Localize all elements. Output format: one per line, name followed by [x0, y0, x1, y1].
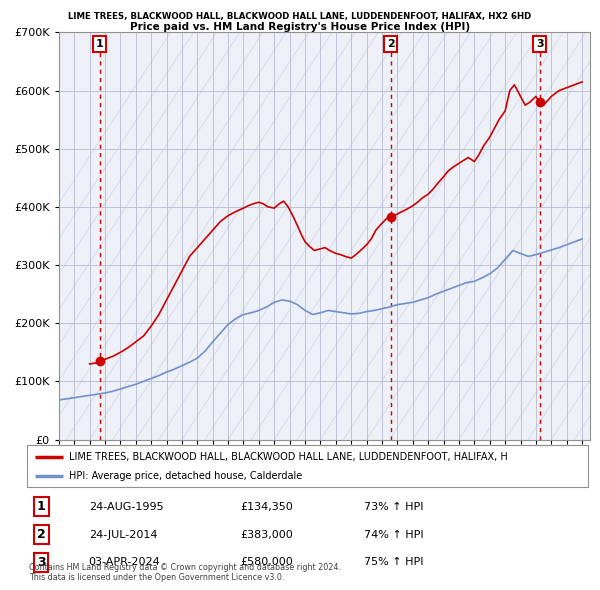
FancyBboxPatch shape [27, 445, 588, 487]
Text: 03-APR-2024: 03-APR-2024 [89, 558, 160, 568]
Text: 3: 3 [536, 39, 544, 49]
Text: LIME TREES, BLACKWOOD HALL, BLACKWOOD HALL LANE, LUDDENDENFOOT, HALIFAX, HX2 6HD: LIME TREES, BLACKWOOD HALL, BLACKWOOD HA… [68, 12, 532, 21]
Text: 1: 1 [37, 500, 46, 513]
Text: 75% ↑ HPI: 75% ↑ HPI [364, 558, 423, 568]
Text: 2: 2 [37, 528, 46, 541]
Text: HPI: Average price, detached house, Calderdale: HPI: Average price, detached house, Cald… [69, 471, 302, 481]
Text: LIME TREES, BLACKWOOD HALL, BLACKWOOD HALL LANE, LUDDENDENFOOT, HALIFAX, H: LIME TREES, BLACKWOOD HALL, BLACKWOOD HA… [69, 451, 508, 461]
Text: 2: 2 [387, 39, 394, 49]
Text: Price paid vs. HM Land Registry's House Price Index (HPI): Price paid vs. HM Land Registry's House … [130, 22, 470, 32]
Text: £383,000: £383,000 [240, 530, 293, 539]
Text: 73% ↑ HPI: 73% ↑ HPI [364, 502, 423, 512]
Text: 24-AUG-1995: 24-AUG-1995 [89, 502, 163, 512]
Text: 3: 3 [37, 556, 46, 569]
Text: £134,350: £134,350 [240, 502, 293, 512]
Text: 24-JUL-2014: 24-JUL-2014 [89, 530, 157, 539]
Text: £580,000: £580,000 [240, 558, 293, 568]
Text: 74% ↑ HPI: 74% ↑ HPI [364, 530, 423, 539]
Text: Contains HM Land Registry data © Crown copyright and database right 2024.
This d: Contains HM Land Registry data © Crown c… [29, 563, 341, 582]
Text: 1: 1 [95, 39, 103, 49]
